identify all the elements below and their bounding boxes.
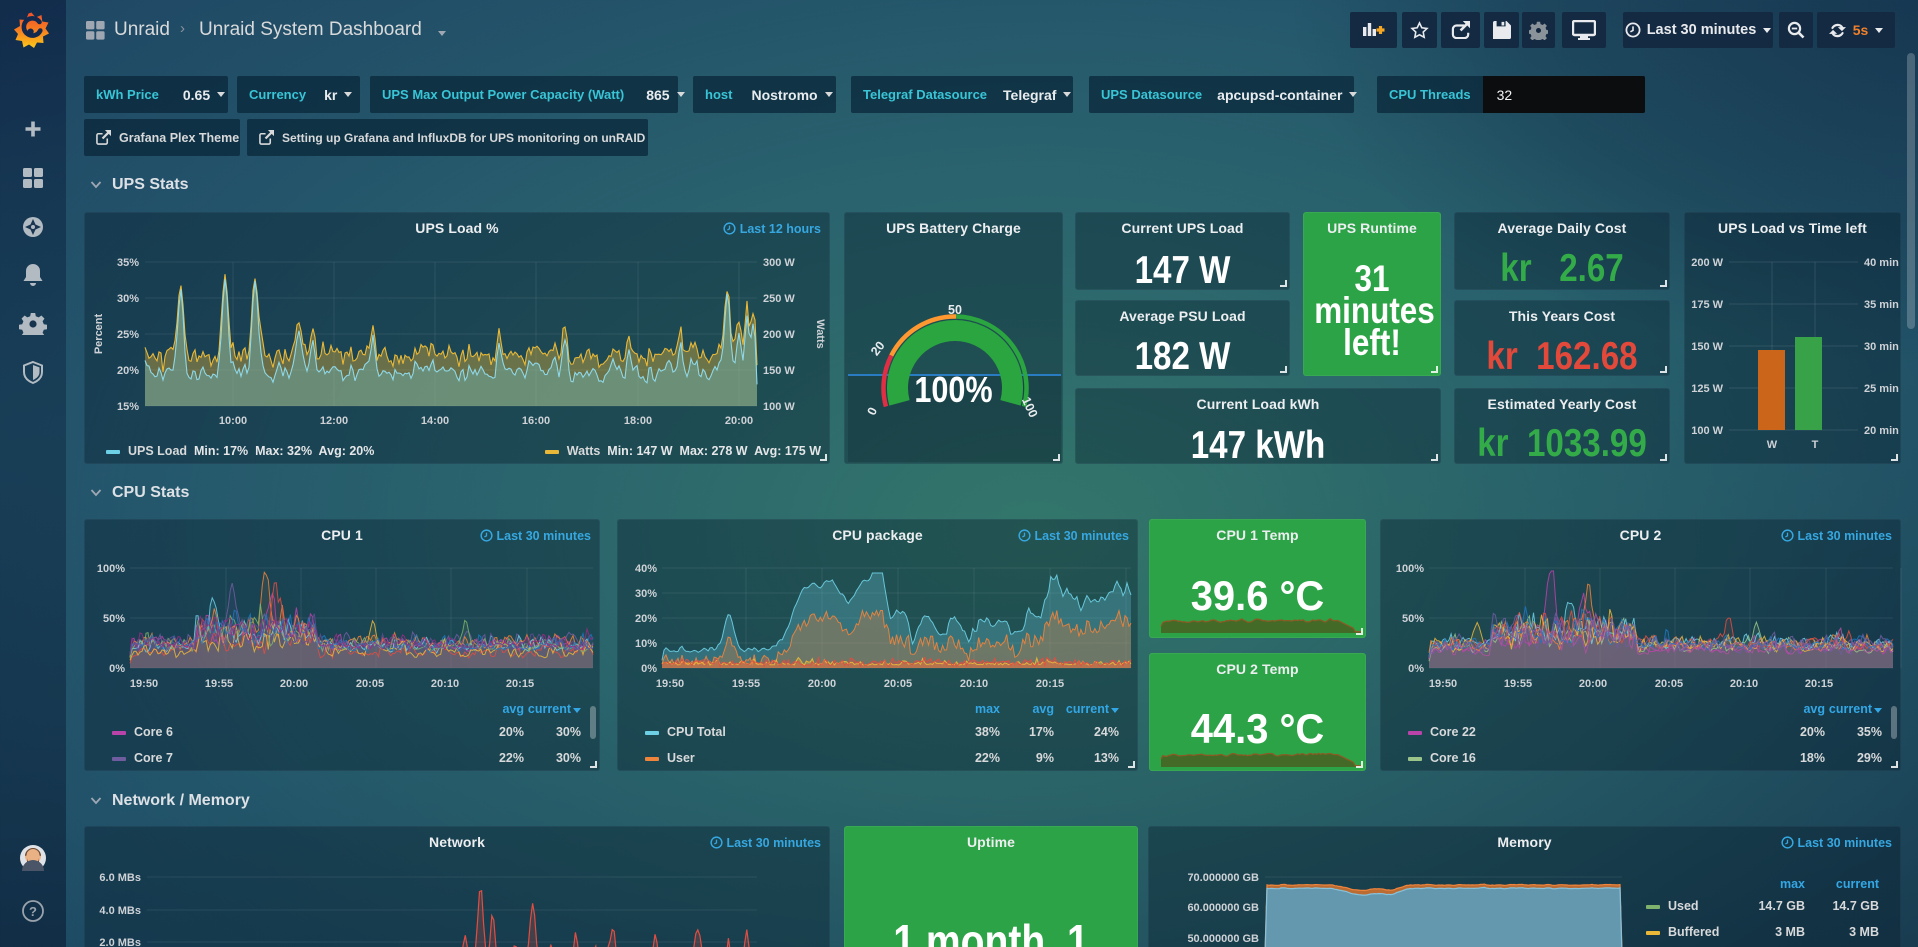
svg-text:20:05: 20:05 <box>1655 678 1683 690</box>
svg-text:40 min: 40 min <box>1864 257 1899 269</box>
svg-text:T: T <box>1812 439 1819 451</box>
svg-text:100 W: 100 W <box>1691 425 1723 437</box>
svg-text:W: W <box>1767 439 1778 451</box>
svg-text:30%: 30% <box>635 588 657 600</box>
svg-text:0%: 0% <box>1408 663 1424 675</box>
svg-text:14:00: 14:00 <box>421 415 449 427</box>
svg-text:50.000000 GB: 50.000000 GB <box>1187 933 1259 945</box>
svg-text:20%: 20% <box>635 613 657 625</box>
svg-text:20: 20 <box>868 339 888 359</box>
svg-text:20%: 20% <box>117 365 139 377</box>
svg-text:40%: 40% <box>635 563 657 575</box>
svg-text:12:00: 12:00 <box>320 415 348 427</box>
svg-text:19:50: 19:50 <box>130 678 158 690</box>
svg-text:300 W: 300 W <box>763 257 795 269</box>
svg-text:200 W: 200 W <box>1691 257 1723 269</box>
svg-text:19:50: 19:50 <box>656 678 684 690</box>
svg-text:20:10: 20:10 <box>960 678 988 690</box>
svg-text:Watts: Watts <box>814 319 826 349</box>
svg-text:30%: 30% <box>117 293 139 305</box>
svg-text:10:00: 10:00 <box>219 415 247 427</box>
svg-text:15%: 15% <box>117 401 139 413</box>
svg-text:19:55: 19:55 <box>205 678 233 690</box>
svg-text:175 W: 175 W <box>1691 299 1723 311</box>
svg-text:50%: 50% <box>103 613 125 625</box>
svg-text:35 min: 35 min <box>1864 299 1899 311</box>
svg-text:35%: 35% <box>117 257 139 269</box>
svg-text:10%: 10% <box>635 638 657 650</box>
svg-text:20:05: 20:05 <box>356 678 384 690</box>
svg-text:70.000000 GB: 70.000000 GB <box>1187 872 1259 884</box>
svg-text:25%: 25% <box>117 329 139 341</box>
svg-text:50: 50 <box>948 303 962 317</box>
svg-text:0%: 0% <box>109 663 125 675</box>
svg-text:50%: 50% <box>1402 613 1424 625</box>
svg-text:200 W: 200 W <box>763 329 795 341</box>
svg-text:150 W: 150 W <box>1691 341 1723 353</box>
svg-text:20:10: 20:10 <box>1730 678 1758 690</box>
svg-text:150 W: 150 W <box>763 365 795 377</box>
svg-text:2.0 MBs: 2.0 MBs <box>99 937 141 947</box>
svg-text:Percent: Percent <box>93 313 105 354</box>
svg-text:6.0 MBs: 6.0 MBs <box>99 872 141 884</box>
svg-text:4.0 MBs: 4.0 MBs <box>99 905 141 917</box>
svg-text:20:15: 20:15 <box>506 678 534 690</box>
svg-text:100 W: 100 W <box>763 401 795 413</box>
svg-text:19:55: 19:55 <box>732 678 760 690</box>
svg-text:?: ? <box>29 904 37 919</box>
svg-text:18:00: 18:00 <box>624 415 652 427</box>
svg-text:60.000000 GB: 60.000000 GB <box>1187 902 1259 914</box>
svg-text:20:15: 20:15 <box>1036 678 1064 690</box>
svg-text:100%: 100% <box>97 563 125 575</box>
svg-text:20:00: 20:00 <box>1579 678 1607 690</box>
svg-text:30 min: 30 min <box>1864 341 1899 353</box>
svg-text:20:15: 20:15 <box>1805 678 1833 690</box>
svg-text:25 min: 25 min <box>1864 383 1899 395</box>
svg-text:19:50: 19:50 <box>1429 678 1457 690</box>
svg-text:20:00: 20:00 <box>280 678 308 690</box>
svg-text:100%: 100% <box>1396 563 1424 575</box>
svg-text:20:00: 20:00 <box>808 678 836 690</box>
svg-text:0%: 0% <box>641 663 657 675</box>
svg-text:20:10: 20:10 <box>431 678 459 690</box>
svg-text:20 min: 20 min <box>1864 425 1899 437</box>
svg-text:250 W: 250 W <box>763 293 795 305</box>
svg-text:125 W: 125 W <box>1691 383 1723 395</box>
svg-text:19:55: 19:55 <box>1504 678 1532 690</box>
svg-text:20:00: 20:00 <box>725 415 753 427</box>
svg-text:20:05: 20:05 <box>884 678 912 690</box>
svg-text:16:00: 16:00 <box>522 415 550 427</box>
